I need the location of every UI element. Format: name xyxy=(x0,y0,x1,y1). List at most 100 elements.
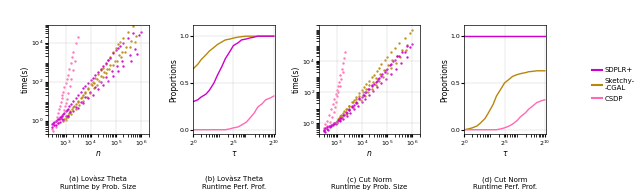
Point xyxy=(68,110,78,113)
Point xyxy=(78,100,88,103)
Point xyxy=(338,112,348,115)
Point xyxy=(338,113,348,117)
Point xyxy=(387,62,397,65)
Point xyxy=(374,66,385,69)
Point xyxy=(335,120,345,123)
Point xyxy=(326,125,336,128)
Point xyxy=(69,104,79,107)
Point xyxy=(53,118,63,121)
Point xyxy=(340,51,350,54)
Point xyxy=(358,93,369,96)
Point xyxy=(105,64,115,67)
Point xyxy=(56,118,67,121)
Point xyxy=(339,57,349,60)
Point xyxy=(58,94,68,97)
Point xyxy=(117,50,127,53)
Point xyxy=(401,55,412,59)
Point xyxy=(333,84,343,87)
Point xyxy=(367,84,377,87)
Point xyxy=(328,110,339,113)
Point xyxy=(70,42,81,45)
Point xyxy=(333,119,343,122)
Text: (d) Cut Norm
Runtime Perf. Prof.: (d) Cut Norm Runtime Perf. Prof. xyxy=(473,177,537,190)
Point xyxy=(344,104,354,108)
Point xyxy=(326,108,336,111)
Point xyxy=(399,36,410,39)
Point xyxy=(356,88,367,91)
Point xyxy=(349,108,360,111)
Point xyxy=(124,46,134,49)
Point xyxy=(95,74,106,77)
Point xyxy=(53,121,63,124)
Point xyxy=(77,95,87,98)
Point xyxy=(364,79,374,82)
Point xyxy=(51,119,61,122)
Point xyxy=(361,91,371,94)
Point xyxy=(78,87,88,90)
Point xyxy=(55,120,65,123)
Point xyxy=(321,119,332,122)
Point xyxy=(347,104,357,108)
Point xyxy=(332,120,342,123)
Point xyxy=(358,94,368,97)
Point xyxy=(124,54,134,57)
Point xyxy=(86,84,97,87)
Point xyxy=(64,67,74,70)
Point xyxy=(338,117,348,120)
Point xyxy=(55,118,65,121)
Point xyxy=(93,88,104,91)
Point xyxy=(56,114,67,117)
Point xyxy=(335,115,346,118)
Point xyxy=(83,86,93,89)
Point xyxy=(358,91,368,94)
Point xyxy=(121,45,131,48)
Point xyxy=(344,108,355,111)
Point xyxy=(404,32,415,35)
Point xyxy=(115,44,125,47)
Point xyxy=(349,98,360,101)
Point xyxy=(60,81,70,84)
Point xyxy=(390,68,401,71)
Point xyxy=(70,103,81,106)
Point xyxy=(376,82,387,85)
Point xyxy=(61,77,72,80)
Point xyxy=(407,42,417,46)
Point xyxy=(387,66,397,70)
Point xyxy=(342,114,352,118)
Point xyxy=(63,114,73,117)
Point xyxy=(396,48,406,51)
Point xyxy=(108,50,118,53)
Point xyxy=(74,103,84,106)
Point xyxy=(93,72,104,75)
X-axis label: $n$: $n$ xyxy=(95,149,102,158)
Point xyxy=(72,101,83,104)
Point xyxy=(329,122,339,125)
Point xyxy=(51,119,61,122)
Point xyxy=(403,45,413,48)
Point xyxy=(368,89,378,93)
Point xyxy=(78,94,88,97)
Point xyxy=(353,104,363,108)
Point xyxy=(330,121,340,124)
Point xyxy=(100,75,111,78)
Point xyxy=(320,123,330,126)
Point xyxy=(369,82,379,85)
Point xyxy=(337,115,348,118)
Point xyxy=(99,70,109,73)
Point xyxy=(111,49,121,52)
Point xyxy=(80,92,90,95)
Point xyxy=(134,33,144,36)
Point xyxy=(63,113,73,116)
Point xyxy=(376,63,387,66)
Point xyxy=(67,56,77,59)
Point xyxy=(385,64,395,67)
Point xyxy=(61,115,72,118)
Point xyxy=(358,86,369,89)
Point xyxy=(72,35,83,38)
Point xyxy=(379,68,389,71)
Point xyxy=(319,128,330,131)
Point xyxy=(114,54,124,57)
Point xyxy=(364,94,374,97)
Point xyxy=(113,70,123,73)
Point xyxy=(392,54,402,57)
